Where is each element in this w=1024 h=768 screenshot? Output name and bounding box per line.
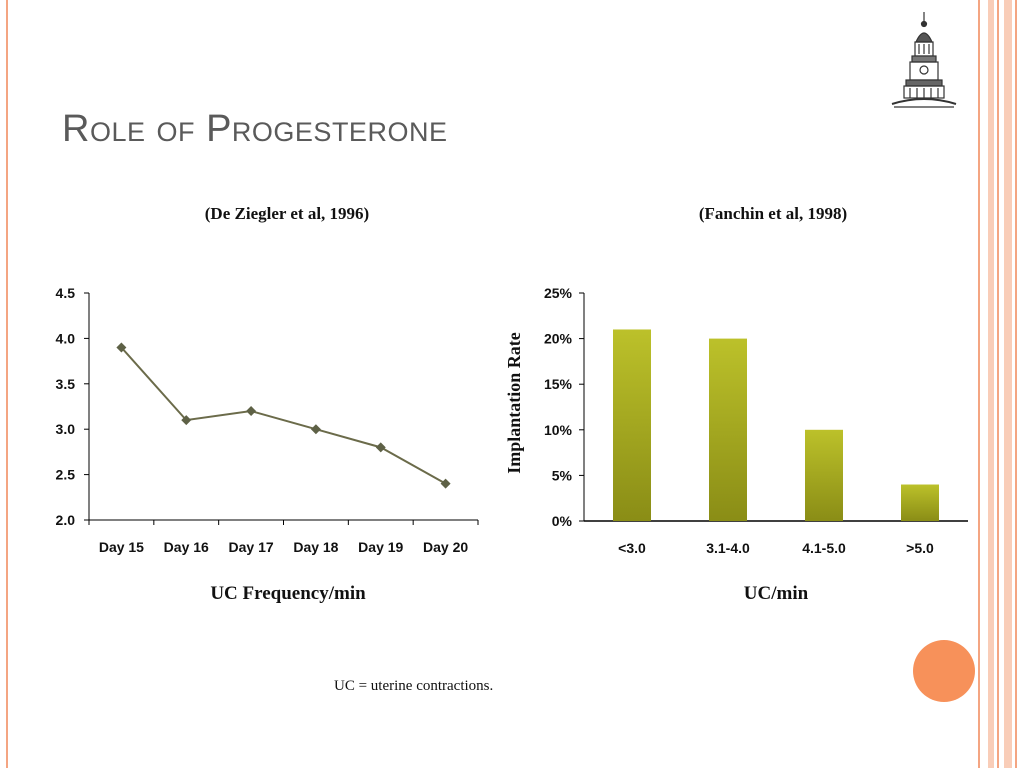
x-axis-title-right: UC/min (743, 583, 809, 604)
line-chart-x-tick-label: Day 20 (423, 539, 468, 555)
domed-building-engraving-icon (891, 12, 957, 108)
frame-line (997, 0, 999, 768)
page-title: Role of Progesterone (62, 108, 448, 150)
line-point (440, 478, 451, 489)
bar-chart-y-tick-label: 10% (544, 422, 573, 438)
line-point (116, 342, 127, 353)
line-chart-x-tick-label: Day 16 (164, 539, 209, 555)
footnote: UC = uterine contractions. (334, 678, 494, 694)
line-chart-y-tick-label: 2.5 (56, 467, 76, 483)
bar (805, 429, 843, 521)
bar (901, 484, 939, 521)
bar-chart-x-tick-label: 3.1-4.0 (706, 540, 750, 556)
line-chart-x-tick-label: Day 18 (293, 539, 338, 555)
bar-chart-y-axis-title: Implantation Rate (504, 332, 524, 474)
line-chart-y-tick-label: 4.0 (56, 330, 76, 346)
bar (613, 329, 651, 521)
line-chart-y-tick-label: 2.0 (56, 512, 76, 528)
bar-chart-y-tick-label: 15% (544, 376, 573, 392)
line-point (181, 415, 192, 426)
line-chart-x-tick-label: Day 15 (99, 539, 144, 555)
bar-chart-y-tick-label: 5% (552, 467, 573, 483)
line-point (310, 424, 321, 435)
chart-citation-right: (Fanchin et al, 1998) (698, 204, 848, 223)
orange-circle-icon (913, 640, 975, 702)
line-series (120, 346, 447, 485)
line-point (375, 442, 386, 453)
line-chart-x-tick-label: Day 19 (358, 539, 403, 555)
chart-citation-left: (De Ziegler et al, 1996) (204, 204, 370, 223)
frame-line (1004, 0, 1012, 768)
bar-chart-y-tick-label: 0% (552, 513, 573, 529)
frame-line (6, 0, 8, 768)
bar-chart-x-tick-label: 4.1-5.0 (802, 540, 846, 556)
bar (709, 338, 747, 521)
frame-line (978, 0, 980, 768)
bar-chart-y-tick-label: 20% (544, 331, 573, 347)
bar-chart-x-tick-label: <3.0 (618, 540, 646, 556)
line-chart-y-tick-label: 3.5 (56, 376, 76, 392)
frame-line (988, 0, 994, 768)
line-chart-x-tick-label: Day 17 (229, 539, 274, 555)
bar-chart-y-tick-label: 25% (544, 285, 573, 301)
line-point (246, 406, 257, 417)
x-axis-title-left: UC Frequency/min (210, 583, 366, 604)
frame-line (1015, 0, 1017, 768)
bar-chart-x-tick-label: >5.0 (906, 540, 934, 556)
line-chart-y-tick-label: 4.5 (56, 285, 76, 301)
line-chart-y-tick-label: 3.0 (56, 421, 76, 437)
